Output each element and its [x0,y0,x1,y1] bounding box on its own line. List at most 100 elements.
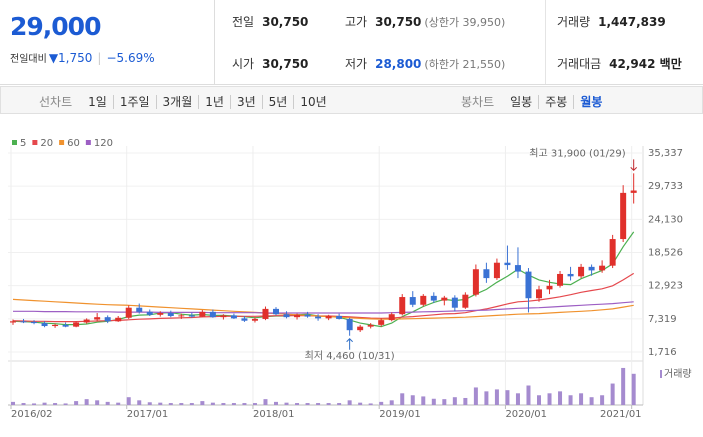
volume-bar [221,403,226,405]
change-value: ▼1,750 [48,51,93,65]
volume-bar [421,396,426,405]
volume-bar [263,399,268,405]
tab[interactable]: 1년 [198,95,230,109]
candle-body [546,285,553,290]
tab-group-label: 봉차트 [461,95,495,109]
candle-body [41,323,48,327]
tab[interactable]: 5년 [261,95,294,109]
candle-body [167,313,174,316]
legend-swatch [32,140,38,145]
change: 전일대비 ▼1,750 | −5.69% [10,51,155,65]
current-price: 29,000 [10,12,101,41]
legend-label: 20 [40,138,53,149]
volume-bar [147,402,152,405]
tab[interactable]: 1주일 [112,95,156,109]
volume-bar [547,393,552,405]
candle-body [367,324,374,327]
x-tick-label: 2016/02 [11,409,53,420]
stat: 고가 30,750 (상한가 39,950) [345,13,505,30]
stat-value: 42,942 백만 [609,57,682,71]
candle-body [493,262,500,279]
candle-body [514,265,521,272]
tab[interactable]: 1일 [88,95,107,109]
volume-bar [231,403,236,405]
candle-body [115,317,122,322]
stat-value: 30,750 [375,15,422,29]
volume-bar [210,402,215,405]
candle-body [346,318,353,331]
volume-bar [116,402,121,405]
volume-bar [505,390,510,405]
tab[interactable]: 월봉 [573,95,609,109]
candle-body [294,314,301,318]
volume-bar [242,403,247,405]
tab[interactable]: 10년 [293,95,333,109]
x-tick-label: 2017/01 [127,409,169,420]
volume-bar [400,393,405,405]
volume-bar [158,402,163,405]
volume-label: 거래량 [664,368,692,380]
stat-label: 시가 [232,57,255,71]
candle-body [157,313,164,315]
candle-body [409,297,416,305]
tab[interactable]: 3개월 [155,95,199,109]
volume-bar [568,395,573,405]
candle-body [630,190,637,193]
candle-body [525,271,532,299]
candle-body [399,297,406,315]
divider [545,0,546,84]
volume-bar [631,373,636,405]
tab[interactable]: 3년 [229,95,262,109]
volume-bar [526,385,531,405]
candle-body [441,297,448,301]
volume-bar [179,403,184,405]
x-tick-label: 2018/01 [253,409,295,420]
volume-bar [137,400,142,405]
candle-body [73,322,80,327]
candle-body [146,311,153,315]
candle-body [104,317,111,322]
candle-body [283,314,290,318]
candle-body [20,321,27,323]
volume-bar [579,393,584,405]
candle-body [251,318,258,321]
volume-bar [21,403,26,405]
tab[interactable]: 주봉 [538,95,574,109]
candle-body [325,315,332,319]
high-annotation: 최고 31,900 (01/29) [529,147,625,159]
candle-body [599,265,606,271]
volume-bar [368,403,373,405]
stat: 전일 30,750 [232,13,308,30]
candle-body [620,192,627,240]
y-tick-label: 12,923 [648,281,683,292]
candle-body [10,321,16,323]
candle-body [472,269,479,295]
low-arrow [346,338,353,350]
candle-body [136,307,143,312]
candle-body [94,317,101,320]
y-tick-label: 18,526 [648,248,683,259]
volume-bar [621,367,626,405]
volume-bar [95,400,100,405]
volume-legend-swatch [660,370,662,378]
candle-body [273,308,279,315]
candle-body [199,311,206,317]
candle-body [336,315,343,319]
candle-body [378,320,385,325]
volume-bar [410,395,415,405]
candle-body [462,294,469,308]
volume-bar [274,401,278,405]
volume-bar [515,393,520,405]
candle-body [304,314,311,317]
stat-label: 거래대금 [557,57,602,71]
volume-bar [316,403,321,405]
volume-bar [463,397,468,405]
tab[interactable]: 일봉 [510,95,533,109]
candle-body [178,315,185,317]
candle-body [588,266,595,271]
change-pct: −5.69% [106,51,155,65]
candle-body [430,295,437,301]
stats-box [215,0,703,85]
y-tick-label: 35,337 [648,148,683,159]
stat-note: (상한가 39,950) [424,16,506,29]
